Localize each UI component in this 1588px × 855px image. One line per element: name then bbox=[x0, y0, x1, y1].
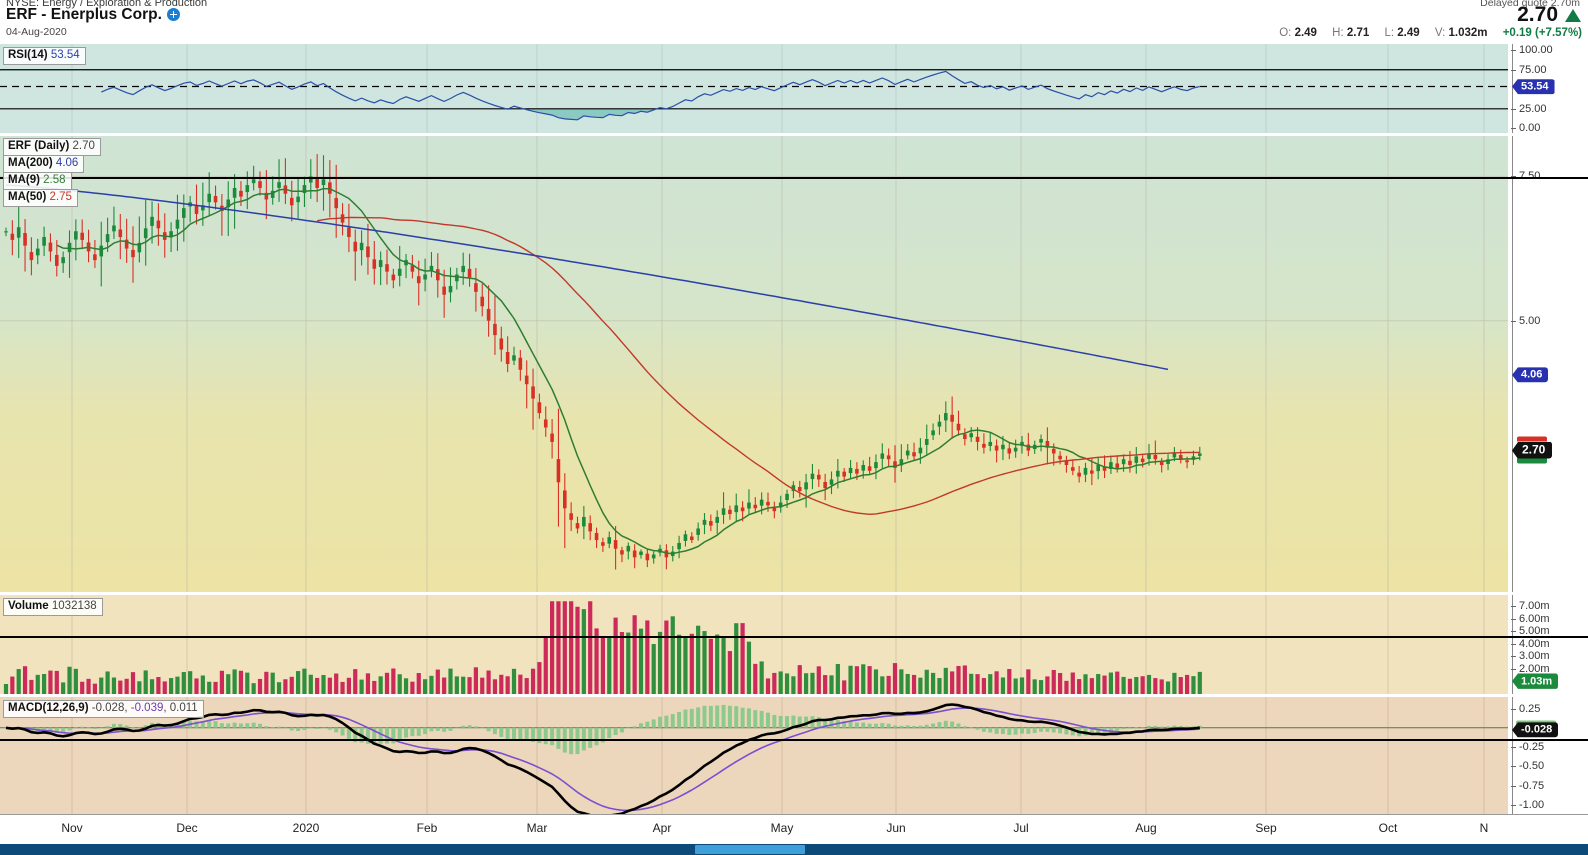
scrollbar-thumb[interactable] bbox=[695, 845, 805, 854]
rsi-tick-1: 75.00 bbox=[1511, 63, 1547, 76]
price-badge-ma200: 4.06 bbox=[1512, 367, 1549, 383]
macd-value-hist: 0.011 bbox=[169, 702, 198, 714]
price-legend-name: MA(50) bbox=[8, 191, 47, 203]
price-legend-item: ERF (Daily) 2.70 bbox=[3, 138, 101, 156]
quote-date: 04-Aug-2020 bbox=[6, 26, 67, 38]
price-legend-name: ERF (Daily) bbox=[8, 140, 70, 152]
price-legend-item: MA(200) 4.06 bbox=[3, 155, 85, 173]
rsi-axis-spine bbox=[1512, 44, 1513, 133]
price-badge-last: 2.70 bbox=[1512, 436, 1553, 464]
volume-legend-value: 1032138 bbox=[51, 600, 97, 612]
last-price: 2.70 bbox=[1517, 3, 1558, 26]
macd-tick-2: -0.50 bbox=[1510, 760, 1545, 773]
x-axis-label: Apr bbox=[652, 821, 672, 835]
rsi-legend-value: 53.54 bbox=[50, 49, 80, 61]
volume-tick-1: 6.00m bbox=[1511, 612, 1550, 625]
price-legend-name: MA(200) bbox=[8, 157, 53, 169]
sector-breadcrumb: NYSE: Energy / Exploration & Production bbox=[6, 0, 208, 9]
low-value: 2.49 bbox=[1397, 27, 1420, 39]
price-tick-0: 7.50 bbox=[1510, 170, 1540, 182]
panel-divider-price bbox=[0, 636, 1588, 638]
macd-tick-0: 0.25 bbox=[1510, 702, 1541, 715]
rsi-tick-0: 100.00 bbox=[1511, 44, 1553, 57]
quote-header: NYSE: Energy / Exploration & Production … bbox=[0, 0, 1588, 44]
exchange-note: Delayed quote 2.70m bbox=[1480, 0, 1580, 9]
panel-divider-rsi bbox=[0, 177, 1588, 179]
price-tick-1: 5.00 bbox=[1510, 314, 1541, 327]
rsi-tick-3: 0.00 bbox=[1510, 122, 1541, 135]
low-label: L: bbox=[1384, 27, 1395, 39]
macd-badge: -0.028 bbox=[1512, 722, 1559, 738]
x-axis-label: 2020 bbox=[292, 821, 320, 835]
rsi-axis[interactable]: 100.00 75.00 25.00 0.00 53.54 bbox=[1508, 44, 1588, 135]
open-label: O: bbox=[1279, 27, 1292, 39]
plus-circle-icon[interactable] bbox=[166, 8, 180, 21]
horizontal-scrollbar[interactable] bbox=[0, 844, 1588, 855]
volume-panel[interactable] bbox=[0, 595, 1508, 694]
price-legend-item: MA(50) 2.75 bbox=[3, 189, 78, 207]
volume-tick-3: 4.00m bbox=[1511, 637, 1550, 650]
volume-badge: 1.03m bbox=[1512, 673, 1559, 689]
volume-axis[interactable]: 7.00m 6.00m 5.00m 4.00m 3.00m 2.00m 1.03m bbox=[1508, 595, 1588, 694]
macd-value-main: -0.028 bbox=[91, 702, 125, 714]
macd-tick-3: -0.75 bbox=[1510, 779, 1545, 792]
x-axis-label: Sep bbox=[1255, 821, 1277, 835]
volume-legend-name: Volume bbox=[8, 600, 49, 612]
volume-tick-4: 3.00m bbox=[1511, 650, 1550, 663]
page-title: ERF - Enerplus Corp. bbox=[6, 6, 180, 24]
x-axis[interactable]: Nov Dec 2020 Feb Mar Apr May Jun Jul Aug Sep Oct N bbox=[0, 814, 1588, 844]
rsi-panel[interactable] bbox=[0, 44, 1508, 133]
price-legend-value: 2.70 bbox=[69, 140, 95, 152]
macd-legend: MACD(12,26,9) -0.028, -0.039, 0.011 bbox=[3, 700, 204, 718]
volume-value: 1.032m bbox=[1448, 27, 1488, 39]
volume-label: V: bbox=[1434, 27, 1446, 39]
macd-axis-spine bbox=[1512, 697, 1513, 814]
x-axis-label: Nov bbox=[61, 821, 83, 835]
x-axis-label: Oct bbox=[1378, 821, 1398, 835]
ticker-name: ERF - Enerplus Corp. bbox=[6, 6, 162, 23]
volume-tick-5: 2.00m bbox=[1511, 662, 1550, 675]
macd-tick-1: -0.25 bbox=[1510, 741, 1545, 754]
x-axis-label: Jun bbox=[886, 821, 906, 835]
price-panel[interactable] bbox=[0, 136, 1508, 592]
volume-tick-0: 7.00m bbox=[1511, 600, 1550, 613]
macd-value-signal: -0.039 bbox=[130, 702, 164, 714]
macd-legend-name: MACD(12,26,9) bbox=[8, 702, 89, 714]
open-value: 2.49 bbox=[1294, 27, 1317, 39]
x-axis-label: Mar bbox=[526, 821, 548, 835]
chart-area[interactable]: RSI(14) 53.54 100.00 75.00 25.00 0.00 53.54 … bbox=[0, 44, 1588, 814]
high-value: 2.71 bbox=[1346, 27, 1370, 39]
panel-divider-volume bbox=[0, 739, 1588, 741]
price-legend-name: MA(9) bbox=[8, 174, 40, 186]
macd-axis[interactable]: 0.25 -0.25 -0.50 -0.75 -1.00 -0.028 bbox=[1508, 697, 1588, 814]
price-axis-spine bbox=[1512, 136, 1513, 592]
rsi-tick-2: 25.00 bbox=[1511, 102, 1547, 115]
macd-panel[interactable] bbox=[0, 697, 1508, 814]
rsi-badge: 53.54 bbox=[1512, 78, 1555, 95]
rsi-legend-name: RSI(14) bbox=[8, 49, 48, 61]
price-legend-item: MA(9) 2.58 bbox=[3, 172, 72, 190]
x-axis-label: Aug bbox=[1135, 821, 1157, 835]
x-axis-label: N bbox=[1479, 821, 1489, 835]
x-axis-label: Feb bbox=[416, 821, 438, 835]
price-legend-value: 2.58 bbox=[39, 174, 66, 186]
up-triangle-icon bbox=[1565, 9, 1581, 22]
x-axis-label: Jul bbox=[1013, 821, 1029, 835]
ohlc-summary: O: 2.49 H: 2.71 L: 2.49 V: 1.032m +0.19 … bbox=[1267, 27, 1582, 39]
volume-legend: Volume 1032138 bbox=[3, 598, 103, 616]
price-legend-value: 2.75 bbox=[46, 191, 72, 203]
high-label: H: bbox=[1332, 27, 1344, 39]
x-axis-label: May bbox=[770, 821, 794, 835]
x-axis-label: Dec bbox=[176, 821, 198, 835]
rsi-legend: RSI(14) 53.54 bbox=[3, 47, 86, 65]
volume-tick-2: 5.00m bbox=[1511, 625, 1550, 638]
price-axis[interactable]: 7.50 5.00 4.06 2.70 bbox=[1508, 136, 1588, 592]
price-legend-value: 4.06 bbox=[52, 157, 79, 169]
macd-tick-4: -1.00 bbox=[1510, 798, 1545, 811]
price-change: +0.19 (+7.57%) bbox=[1502, 27, 1582, 39]
